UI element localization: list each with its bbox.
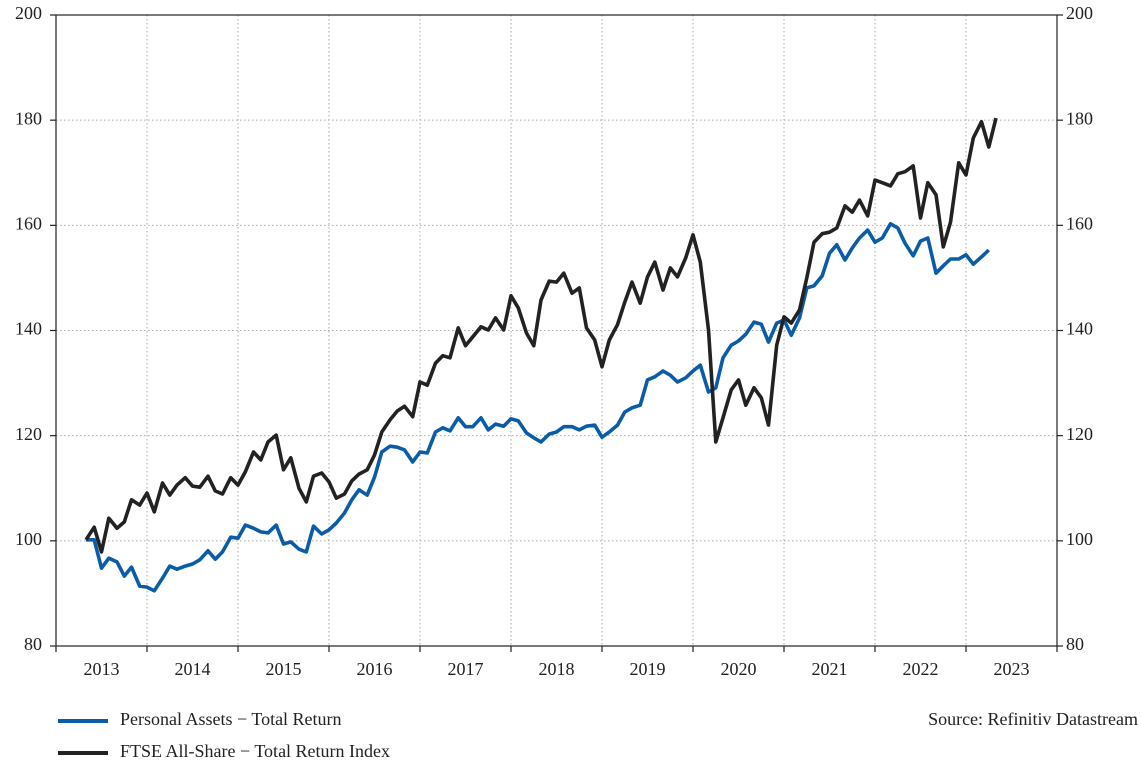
x-tick-label: 2014 <box>175 659 211 679</box>
y2-tick-label: 140 <box>1066 319 1093 339</box>
y2-tick-label: 200 <box>1066 3 1093 23</box>
y2-tick-label: 80 <box>1066 634 1084 654</box>
y-tick-label: 160 <box>15 213 42 233</box>
y2-tick-label: 160 <box>1066 213 1093 233</box>
y-tick-label: 120 <box>15 424 42 444</box>
series-line <box>86 222 991 593</box>
y-tick-label: 100 <box>15 529 42 549</box>
y-tick-label: 180 <box>15 108 42 128</box>
plot-frame <box>55 14 1058 647</box>
y-tick-label: 140 <box>15 319 42 339</box>
y-tick-label: 80 <box>24 634 42 654</box>
y2-tick-label: 100 <box>1066 529 1093 549</box>
y2-tick-label: 180 <box>1066 108 1093 128</box>
x-tick-label: 2021 <box>812 659 848 679</box>
x-tick-label: 2016 <box>357 659 393 679</box>
x-tick-label: 2018 <box>539 659 575 679</box>
series-line <box>84 117 998 554</box>
legend-label: Personal Assets − Total Return <box>120 709 342 729</box>
x-tick-label: 2013 <box>84 659 120 679</box>
x-tick-label: 2022 <box>903 659 939 679</box>
x-tick-label: 2023 <box>994 659 1030 679</box>
x-tick-label: 2017 <box>448 659 484 679</box>
y2-tick-label: 120 <box>1066 424 1093 444</box>
x-tick-label: 2019 <box>630 659 666 679</box>
source-note: Source: Refinitiv Datastream <box>928 709 1138 729</box>
x-tick-label: 2015 <box>266 659 302 679</box>
y-tick-label: 200 <box>15 3 42 23</box>
legend-label: FTSE All-Share − Total Return Index <box>120 741 390 761</box>
x-tick-label: 2020 <box>721 659 757 679</box>
